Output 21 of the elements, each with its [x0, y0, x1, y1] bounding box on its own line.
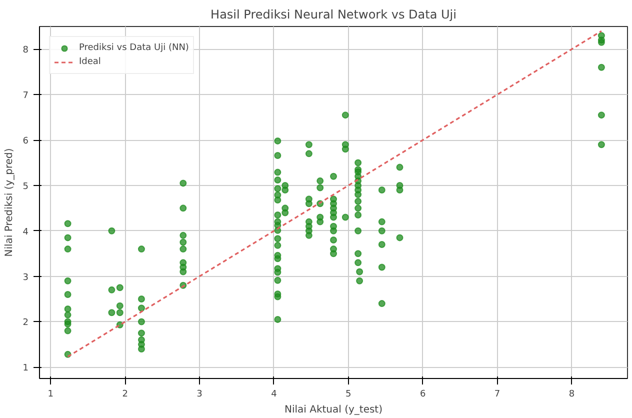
chart-title: Hasil Prediksi Neural Network vs Data Uji — [210, 8, 456, 22]
x-tick-label: 8 — [568, 390, 575, 400]
y-tick-label: 3 — [22, 272, 29, 283]
y-axis-title: Nilai Prediksi (y_pred) — [4, 148, 15, 257]
legend-label: Prediksi vs Data Uji (NN) — [79, 42, 189, 55]
x-tick-label: 5 — [346, 390, 352, 400]
x-tick-label: 4 — [271, 390, 278, 400]
x-tick-label: 1 — [48, 390, 54, 400]
legend-label: Ideal — [79, 56, 101, 69]
y-tick-label: 6 — [22, 136, 29, 147]
x-tick-label: 7 — [494, 390, 500, 400]
y-tick-label: 1 — [22, 364, 29, 374]
y-tick-label: 5 — [22, 182, 29, 192]
x-tick-label: 2 — [122, 390, 128, 400]
x-tick-label: 3 — [196, 390, 202, 400]
y-tick-label: 2 — [22, 318, 29, 328]
x-tick-label: 6 — [420, 390, 426, 400]
x-axis-title: Nilai Aktual (y_test) — [284, 404, 383, 416]
y-tick-label: 8 — [22, 46, 29, 56]
y-tick-label: 7 — [22, 91, 29, 102]
y-tick-label: 4 — [22, 227, 29, 238]
